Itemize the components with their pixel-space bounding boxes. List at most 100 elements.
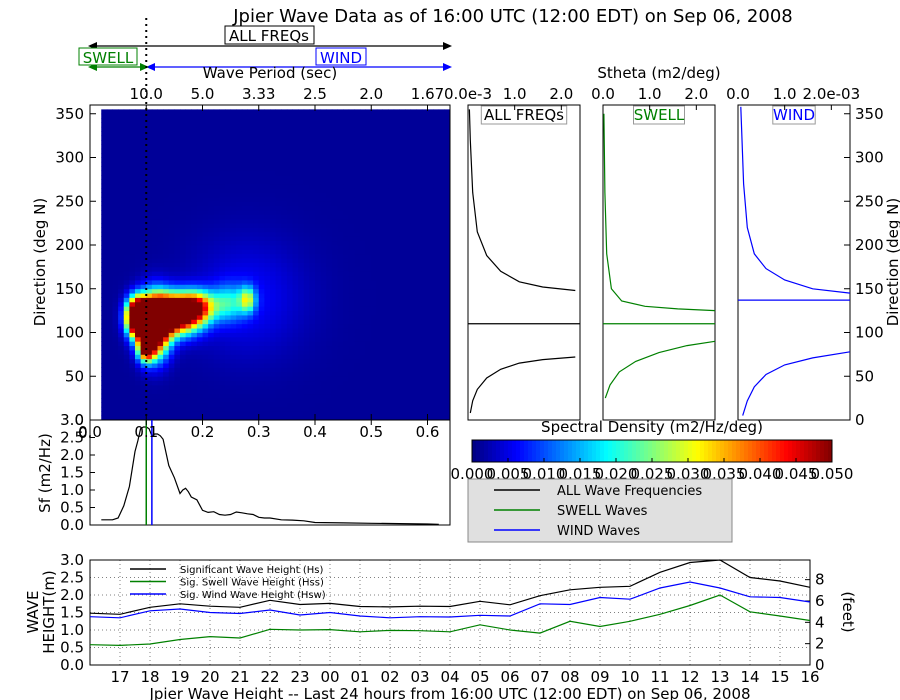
heatmap-cell (270, 297, 277, 303)
heatmap-cell (168, 131, 175, 137)
heatmap-cell (174, 192, 181, 198)
heatmap-cell (264, 323, 271, 329)
heatmap-cell (112, 223, 119, 228)
heatmap-cell (236, 402, 243, 408)
heatmap-cell (213, 301, 220, 307)
heatmap-cell (185, 280, 192, 285)
heatmap-cell (286, 258, 293, 263)
heatmap-cell (371, 306, 378, 312)
heatmap-cell (140, 201, 147, 207)
heatmap-cell (140, 258, 147, 263)
heatmap-cell (393, 358, 400, 364)
heatmap-cell (196, 406, 203, 412)
heatmap-cell (174, 288, 181, 294)
spectrum-y-axis-label: Sf (m2/Hz) (36, 433, 54, 513)
heatmap-cell (135, 332, 142, 338)
heatmap-cell (230, 157, 237, 163)
heatmap-cell (399, 192, 406, 198)
heatmap-cell (286, 293, 293, 298)
heatmap-cell (292, 214, 299, 220)
heatmap-cell (438, 258, 445, 263)
heatmap-cell (163, 345, 170, 351)
heatmap-cell (376, 297, 383, 303)
hour-tick-label: 15 (770, 668, 789, 686)
heatmap-cell (371, 183, 378, 189)
heatmap-cell (410, 179, 417, 185)
heatmap-cell (405, 201, 412, 207)
heatmap-cell (135, 271, 142, 277)
heatmap-cell (135, 131, 142, 137)
heatmap-cell (185, 266, 192, 272)
heatmap-cell (236, 236, 243, 242)
heatmap-cell (118, 236, 125, 242)
heatmap-cell (180, 161, 187, 167)
heatmap-cell (157, 406, 164, 412)
heatmap-cell (106, 183, 113, 189)
heatmap-cell (112, 363, 119, 368)
heatmap-cell (371, 284, 378, 290)
heatmap-cell (326, 223, 333, 228)
heatmap-cell (433, 284, 440, 290)
heatmap-cell (320, 350, 327, 355)
heatmap-cell (360, 192, 367, 198)
heatmap-cell (315, 319, 322, 325)
heatmap-cell (365, 275, 372, 281)
heatmap-cell (247, 389, 254, 395)
heatmap-cell (208, 161, 215, 167)
heatmap-cell (112, 170, 119, 176)
heatmap-cell (258, 319, 265, 325)
heatmap-cell (191, 371, 198, 377)
heatmap-cell (399, 319, 406, 325)
heatmap-cell (433, 262, 440, 268)
heatmap-cell (303, 315, 310, 320)
heatmap-cell (185, 179, 192, 185)
heatmap-cell (371, 415, 378, 421)
heatmap-cell (382, 205, 389, 211)
heatmap-cell (123, 371, 130, 377)
heatmap-cell (180, 341, 187, 347)
heatmap-cell (253, 249, 260, 255)
heatmap-cell (421, 240, 428, 246)
heatmap-cell (230, 415, 237, 421)
heatmap-cell (399, 253, 406, 259)
heatmap-cell (146, 236, 153, 242)
heatmap-cell (106, 345, 113, 351)
heatmap-cell (416, 201, 423, 207)
heatmap-cell (309, 301, 316, 307)
heatmap-cell (151, 258, 158, 263)
heatmap-cell (382, 148, 389, 154)
heatmap-cell (129, 109, 136, 115)
heatmap-cell (157, 389, 164, 395)
heatmap-cell (146, 201, 153, 207)
heatmap-cell (303, 131, 310, 137)
colorbar-segment (788, 440, 793, 462)
colorbar-segment (624, 440, 629, 462)
heatmap-cell (253, 262, 260, 268)
heatmap-cell (331, 236, 338, 242)
heatmap-cell (275, 406, 282, 412)
heatmap-cell (112, 350, 119, 355)
heatmap-cell (225, 315, 232, 320)
heatmap-cell (410, 236, 417, 242)
heatmap-cell (106, 166, 113, 172)
colorbar-segment (668, 440, 673, 462)
heatmap-cell (399, 358, 406, 364)
heatmap-cell (393, 271, 400, 277)
heatmap-cell (157, 258, 164, 263)
hour-tick-label: 16 (800, 668, 819, 686)
heatmap-cell (264, 258, 271, 263)
heatmap-cell (112, 118, 119, 123)
heatmap-cell (129, 367, 136, 373)
heatmap-cell (337, 402, 344, 408)
heatmap-cell (275, 153, 282, 158)
heatmap-cell (354, 376, 361, 382)
heatmap-cell (343, 315, 350, 320)
heatmap-cell (213, 236, 220, 242)
heatmap-cell (360, 113, 367, 119)
heatmap-cell (140, 148, 147, 154)
heatmap-cell (163, 310, 170, 316)
heatmap-cell (337, 258, 344, 263)
heatmap-cell (146, 328, 153, 333)
heatmap-cell (185, 306, 192, 312)
heatmap-cell (438, 179, 445, 185)
